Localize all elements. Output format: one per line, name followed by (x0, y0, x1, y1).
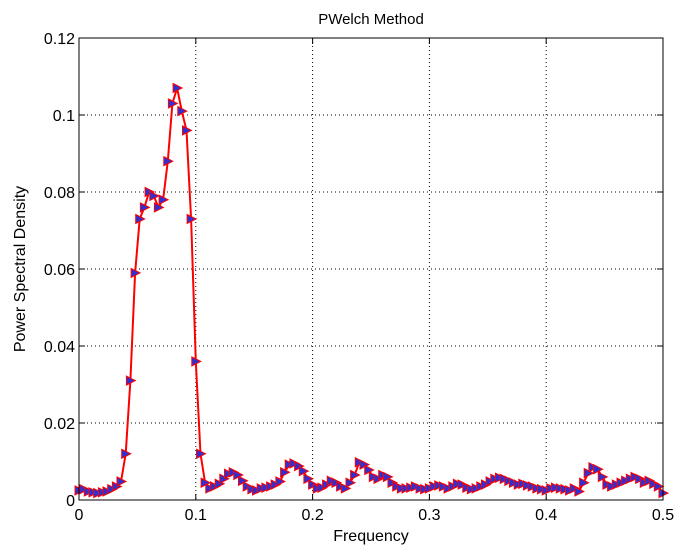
data-point (149, 190, 160, 202)
y-tick-label: 0.06 (44, 262, 75, 279)
data-point (298, 465, 310, 477)
data-point (125, 375, 137, 386)
data-point (191, 356, 202, 367)
data-point (280, 466, 291, 478)
x-tick-label: 0.1 (185, 507, 207, 524)
x-tick-label: 0.5 (652, 507, 674, 524)
axis-ticks: 0 0.1 0.2 0.3 0.4 0.5 0 0.02 0.04 0.06 0.08 0.1 0.12 (44, 31, 674, 524)
data-point (593, 463, 604, 475)
data-point (345, 477, 357, 489)
data-point (167, 98, 179, 109)
y-axis-label: Power Spectral Density (12, 186, 29, 352)
data-point (139, 202, 151, 213)
data-point (163, 155, 174, 167)
y-tick-label: 0.12 (44, 31, 75, 48)
x-tick-label: 0.3 (418, 507, 440, 524)
grid (79, 38, 663, 500)
data-point (116, 476, 128, 487)
data-point (275, 476, 287, 487)
data-point (121, 448, 132, 460)
y-tick-label: 0.02 (44, 416, 75, 433)
data-point (196, 448, 207, 460)
data-point (135, 213, 146, 225)
x-tick-label: 0 (75, 507, 84, 524)
data-point (597, 471, 609, 483)
data-series (74, 82, 670, 499)
x-tick-label: 0.4 (535, 507, 557, 524)
data-point (158, 194, 170, 206)
y-tick-label: 0.04 (44, 339, 75, 356)
data-point (153, 202, 165, 213)
x-tick-label: 0.2 (301, 507, 323, 524)
chart-title: PWelch Method (318, 11, 424, 28)
data-point (186, 213, 198, 225)
data-point (574, 486, 586, 497)
data-point (182, 125, 193, 136)
data-point (172, 82, 184, 94)
data-point (350, 469, 361, 481)
y-tick-label: 0.1 (53, 108, 75, 125)
data-point (579, 477, 590, 489)
x-axis-label: Frequency (333, 528, 409, 545)
data-point (130, 267, 142, 279)
data-point (177, 105, 188, 117)
y-tick-label: 0 (66, 493, 75, 510)
y-tick-label: 0.08 (44, 185, 75, 202)
